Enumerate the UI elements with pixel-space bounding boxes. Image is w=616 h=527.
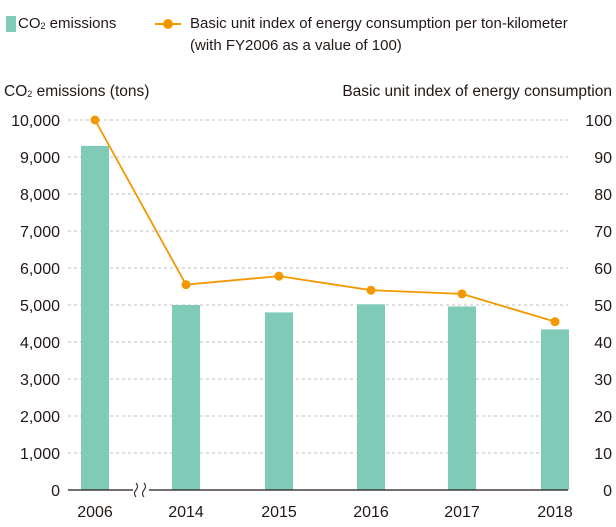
y-left-tick-label: 1,000 (20, 446, 60, 463)
y-right-tick-label: 50 (594, 298, 612, 315)
y-left-tick-label: 6,000 (20, 261, 60, 278)
y-left-tick-label: 8,000 (20, 187, 60, 204)
legend-bar-swatch (6, 16, 16, 32)
y-left-tick-label: 0 (51, 483, 60, 500)
y-left-tick-label: 7,000 (20, 224, 60, 241)
bar (265, 312, 293, 490)
y-left-tick-label: 9,000 (20, 150, 60, 167)
legend-bar-label: CO2 emissions (18, 15, 117, 32)
left-axis-title: CO2 emissions (tons) (4, 83, 150, 100)
y-right-tick-label: 90 (594, 150, 612, 167)
y-right-tick-label: 40 (594, 335, 612, 352)
index-point (457, 289, 467, 299)
bar (81, 145, 109, 490)
index-point (366, 285, 376, 295)
bar (357, 304, 385, 490)
x-tick-label: 2016 (353, 504, 389, 521)
tick-labels: 0 0 1,000 10 2,000 20 3,000 30 4,000 40 5,000 50 6,0… (11, 113, 612, 521)
y-right-tick-label: 70 (594, 224, 612, 241)
y-right-tick-label: 30 (594, 372, 612, 389)
legend-line-marker (163, 19, 173, 29)
x-tick-label: 2014 (168, 504, 204, 521)
y-left-tick-label: 10,000 (11, 113, 60, 130)
index-point (274, 271, 284, 281)
y-right-tick-label: 100 (585, 113, 612, 130)
legend: CO2 emissions Basic unit index of energy… (0, 6, 616, 66)
index-line (90, 115, 560, 327)
bars (81, 145, 569, 490)
y-right-tick-label: 20 (594, 409, 612, 426)
bar (448, 306, 476, 490)
x-tick-label: 2015 (261, 504, 297, 521)
index-point (550, 317, 560, 327)
y-right-tick-label: 10 (594, 446, 612, 463)
index-point (181, 280, 191, 290)
y-right-tick-label: 80 (594, 187, 612, 204)
index-line-path (94, 119, 556, 323)
right-axis-title: Basic unit index of energy consumption (342, 83, 612, 100)
y-left-tick-label: 3,000 (20, 372, 60, 389)
x-tick-label: 2017 (444, 504, 480, 521)
y-right-tick-label: 0 (603, 483, 612, 500)
y-left-tick-label: 4,000 (20, 335, 60, 352)
y-left-tick-label: 5,000 (20, 298, 60, 315)
y-right-tick-label: 60 (594, 261, 612, 278)
axis-break-mark (142, 482, 146, 498)
y-left-tick-label: 2,000 (20, 409, 60, 426)
index-point (90, 115, 100, 125)
legend-line-label: Basic unit index of energy consumption p… (190, 15, 568, 32)
x-tick-label: 2006 (77, 504, 113, 521)
axes (68, 482, 568, 498)
grid-lines (68, 119, 568, 454)
bar (172, 305, 200, 490)
x-tick-label: 2018 (537, 504, 573, 521)
legend-line-label-2: (with FY2006 as a value of 100) (190, 37, 402, 54)
bar (541, 329, 569, 490)
axis-break-mark (134, 482, 138, 498)
